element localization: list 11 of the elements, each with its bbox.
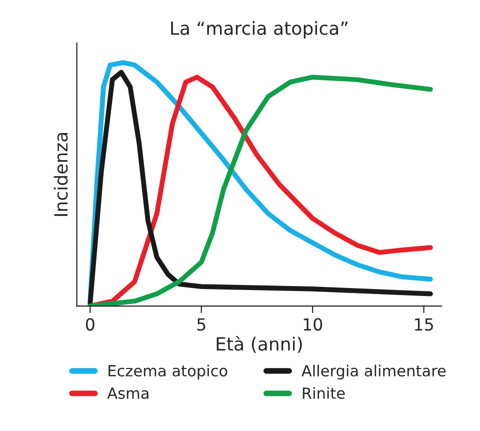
x-tick-label: 15 (415, 318, 433, 331)
chart-title: La “marcia atopica” (171, 21, 348, 39)
legend-label: Asma (107, 388, 148, 399)
x-tick-label: 0 (86, 318, 94, 331)
x-axis-title: Età (anni) (216, 336, 302, 353)
x-tick-label: 10 (304, 318, 322, 331)
legend-label: Eczema atopico (108, 364, 228, 380)
legend-label: Rinite (302, 387, 345, 399)
legend-label: Allergia alimentare (302, 364, 446, 380)
x-tick-label: 5 (197, 318, 206, 331)
y-axis-title: Incidenza (54, 133, 68, 216)
